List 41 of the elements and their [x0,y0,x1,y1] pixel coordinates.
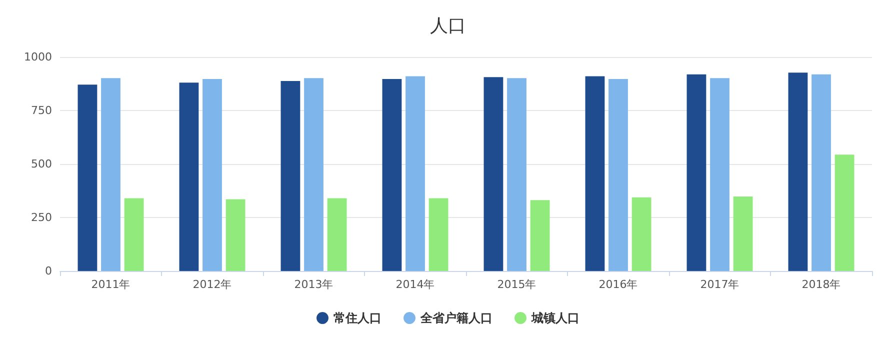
bar [327,198,347,271]
bar [78,84,98,271]
x-tick-label: 2012年 [192,278,232,291]
bar [226,199,246,271]
bar [202,79,222,271]
bar [812,74,831,271]
bar [179,82,199,271]
x-tick-label: 2017年 [700,278,740,291]
bar [788,72,808,271]
x-tick-label: 2018年 [802,278,841,291]
bar [507,78,526,271]
legend-label: 常住人口 [334,311,382,325]
legend-label: 城镇人口 [530,311,580,325]
y-tick-label: 1000 [24,50,52,64]
bar [733,196,753,271]
bar [101,78,120,271]
bar [124,198,144,271]
bar [280,80,300,271]
bar [484,77,504,271]
y-tick-label: 250 [31,211,52,224]
y-tick-label: 0 [45,264,52,278]
bar [406,76,425,271]
bar [585,76,605,271]
bar [382,79,402,271]
x-tick-label: 2016年 [598,278,638,291]
y-tick-label: 750 [31,104,52,117]
bar [428,198,448,271]
chart-title: 人口 [430,16,466,36]
bar [710,78,730,271]
bar [834,154,854,271]
x-tick-label: 2011年 [91,278,130,291]
legend-label: 全省户籍人口 [420,311,492,325]
x-tick-label: 2014年 [396,278,435,291]
y-tick-label: 500 [31,158,52,170]
bar [304,78,324,271]
x-tick-label: 2015年 [497,278,536,291]
x-tick-label: 2013年 [294,278,334,291]
bar [530,200,550,271]
bar [608,79,628,271]
bar [632,197,652,271]
bar [686,74,706,271]
